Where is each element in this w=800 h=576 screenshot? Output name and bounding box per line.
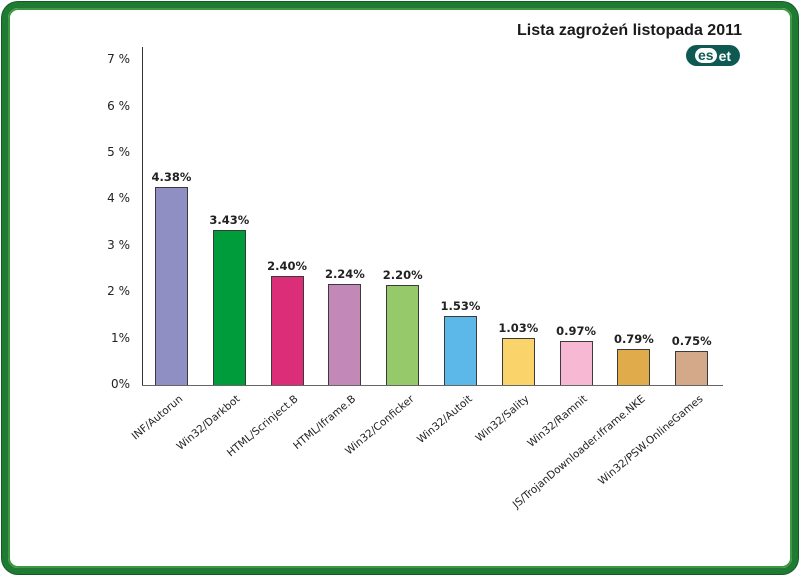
bar-value-label: 2.40% <box>267 259 308 274</box>
y-tick-label: 1% <box>110 330 130 345</box>
y-tick-label: 3 % <box>107 237 130 252</box>
bar <box>675 351 709 385</box>
bar-value-label: 1.03% <box>498 321 539 336</box>
y-tick-label: 0% <box>110 377 130 391</box>
bar-value-label: 2.20% <box>382 268 423 283</box>
bar-value-label: 1.53% <box>440 298 481 313</box>
chart-title: Lista zagrożeń listopada 2011 <box>517 22 742 39</box>
logo-left: es <box>694 48 717 63</box>
y-tick-label: 6 % <box>107 98 130 113</box>
y-axis <box>142 47 143 385</box>
bar-value-label: 0.75% <box>671 334 712 349</box>
x-axis <box>142 385 723 386</box>
bar <box>444 315 477 385</box>
y-tick-label: 4 % <box>107 191 130 206</box>
bar <box>328 283 362 385</box>
bar-value-label: 0.97% <box>556 324 597 339</box>
y-tick-label: 2 % <box>107 284 130 299</box>
y-tick-label: 5 % <box>107 145 130 159</box>
bar-value-label: 4.38% <box>151 169 192 184</box>
bar-value-label: 2.24% <box>324 266 365 281</box>
bar-value-label: 3.43% <box>209 212 250 227</box>
bar-value-label: 0.79% <box>613 332 654 347</box>
bar <box>617 349 651 385</box>
bar <box>386 285 420 385</box>
bar <box>212 229 246 385</box>
logo-right: et <box>718 47 732 64</box>
bar <box>155 186 188 385</box>
bar <box>501 338 535 385</box>
eset-logo: es et <box>686 45 740 66</box>
bar <box>270 276 304 385</box>
y-tick-label: 7 % <box>107 52 130 67</box>
bar <box>559 341 593 385</box>
